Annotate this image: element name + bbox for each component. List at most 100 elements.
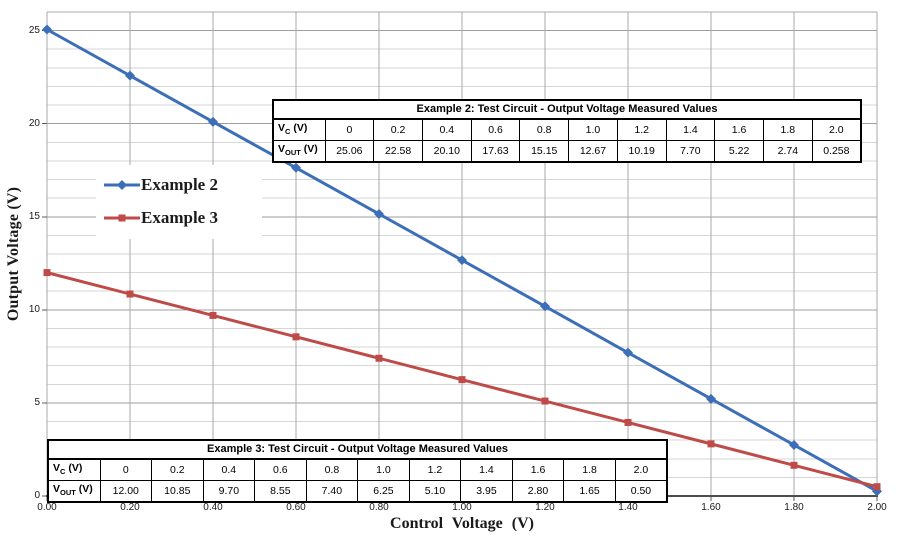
table-cell: 1.2 — [408, 458, 462, 482]
row-header: VOUT (V) — [47, 480, 101, 503]
table-cell: 0 — [99, 458, 153, 482]
data-point-marker-diamond — [623, 347, 633, 358]
table-cell: 2.0 — [614, 458, 668, 482]
y-tick-label: 5 — [34, 396, 40, 408]
y-tick-label: 0 — [34, 490, 40, 501]
table-cell: 0 — [324, 118, 375, 142]
table-cell: 1.0 — [357, 458, 410, 482]
table-cell: 5.22 — [714, 140, 764, 163]
table-cell: 20.10 — [421, 140, 472, 163]
measured-values-table: Example 2: Test Circuit - Output Voltage… — [272, 99, 862, 164]
data-point-marker-diamond — [706, 393, 716, 404]
example3-data-table: Example 3: Test Circuit - Output Voltage… — [47, 439, 668, 504]
legend-marker-square-icon — [104, 214, 140, 222]
x-tick-label: 0.00 — [37, 502, 57, 513]
x-tick-label: 1.60 — [701, 502, 721, 513]
table-cell: 5.10 — [408, 480, 462, 503]
y-tick-label: 25 — [28, 24, 40, 36]
data-point-marker-diamond — [291, 162, 301, 173]
data-point-marker-square — [375, 354, 383, 362]
table-cell: 7.40 — [305, 480, 359, 503]
legend-item: Example 2 — [104, 171, 254, 199]
table-cell: 12.67 — [568, 140, 618, 163]
x-axis-title: Control Voltage (V) — [390, 515, 534, 532]
table-cell: 1.6 — [714, 118, 764, 142]
legend-label: Example 2 — [141, 175, 218, 194]
table-cell: 17.63 — [470, 140, 521, 163]
data-point-marker-square — [209, 311, 217, 319]
x-tick-label: 2.00 — [867, 502, 887, 513]
table-cell: 0.4 — [421, 118, 472, 142]
table-cell: 1.8 — [762, 118, 813, 142]
table-cell: 8.55 — [254, 480, 307, 503]
table-cell: 0.4 — [202, 458, 256, 482]
table-cell: 7.70 — [665, 140, 716, 163]
table-cell: 10.85 — [151, 480, 204, 503]
y-tick-label: 15 — [28, 210, 40, 222]
x-tick-label: 1.00 — [452, 502, 472, 513]
table-cell: 6.25 — [357, 480, 410, 503]
table-cell: 9.70 — [202, 480, 256, 503]
data-point-marker-diamond — [374, 208, 384, 219]
table-cell: 0.258 — [811, 140, 862, 163]
table-title: Example 3: Test Circuit - Output Voltage… — [47, 439, 668, 460]
table-row: VOUT (V) 25.06 22.58 20.10 17.63 15.15 12.67 10… — [272, 140, 862, 163]
table-cell: 1.4 — [665, 118, 716, 142]
data-point-marker-square — [624, 418, 632, 426]
table-cell: 1.0 — [568, 118, 618, 142]
chart-legend: Example 2 Example 3 — [96, 165, 262, 239]
x-tick-label: 1.80 — [784, 502, 804, 513]
table-cell: 0.8 — [519, 118, 570, 142]
table-cell: 0.8 — [305, 458, 359, 482]
y-axis-title: Output Voltage (V) — [5, 186, 22, 322]
table-cell: 3.95 — [460, 480, 513, 503]
table-cell: 10.19 — [616, 140, 667, 163]
table-cell: 0.50 — [614, 480, 668, 503]
table-cell: 1.4 — [460, 458, 513, 482]
table-cell: 0.2 — [373, 118, 423, 142]
data-point-marker-square — [873, 483, 881, 491]
table-cell: 0.6 — [470, 118, 521, 142]
data-point-marker-diamond — [125, 70, 135, 81]
x-tick-label: 0.20 — [120, 502, 140, 513]
data-point-marker-square — [126, 290, 134, 298]
row-header: VC (V) — [47, 458, 101, 482]
table-cell: 2.0 — [811, 118, 862, 142]
x-tick-label: 0.40 — [203, 502, 223, 513]
table-title: Example 2: Test Circuit - Output Voltage… — [272, 99, 862, 120]
table-cell: 0.6 — [254, 458, 307, 482]
data-point-marker-diamond — [208, 116, 218, 127]
measured-values-table: Example 3: Test Circuit - Output Voltage… — [47, 439, 668, 504]
example2-data-table: Example 2: Test Circuit - Output Voltage… — [272, 99, 862, 164]
data-point-marker-diamond — [540, 301, 550, 312]
table-row: VOUT (V) 12.00 10.85 9.70 8.55 7.40 6.25 5.10 3.… — [47, 480, 668, 503]
data-point-marker-diamond — [42, 24, 52, 35]
table-cell: 22.58 — [373, 140, 423, 163]
data-point-marker-square — [707, 440, 715, 448]
data-point-marker-square — [292, 333, 300, 341]
table-cell: 1.6 — [511, 458, 565, 482]
table-cell: 0.2 — [151, 458, 204, 482]
legend-marker-shape — [117, 180, 127, 190]
table-cell: 1.8 — [563, 458, 616, 482]
table-row: VC (V) 0 0.2 0.4 0.6 0.8 1.0 1.2 1.4 1.6 1.8 2.0 — [272, 118, 862, 142]
legend-item: Example 3 — [104, 204, 254, 232]
x-tick-label: 1.20 — [535, 502, 555, 513]
row-header: VC (V) — [272, 118, 326, 142]
data-point-marker-square — [458, 376, 466, 384]
row-header: VOUT (V) — [272, 140, 326, 163]
table-cell: 25.06 — [324, 140, 375, 163]
table-cell: 1.2 — [616, 118, 667, 142]
table-row: VC (V) 0 0.2 0.4 0.6 0.8 1.0 1.2 1.4 1.6 1.8 2.0 — [47, 458, 668, 482]
table-cell: 2.80 — [511, 480, 565, 503]
data-point-marker-diamond — [789, 439, 799, 450]
table-cell: 12.00 — [99, 480, 153, 503]
data-point-marker-square — [541, 397, 549, 405]
x-tick-label: 0.80 — [369, 502, 389, 513]
x-tick-label: 1.40 — [618, 502, 638, 513]
y-tick-label: 20 — [28, 117, 40, 129]
legend-label: Example 3 — [141, 208, 218, 227]
x-tick-label: 0.60 — [286, 502, 306, 513]
